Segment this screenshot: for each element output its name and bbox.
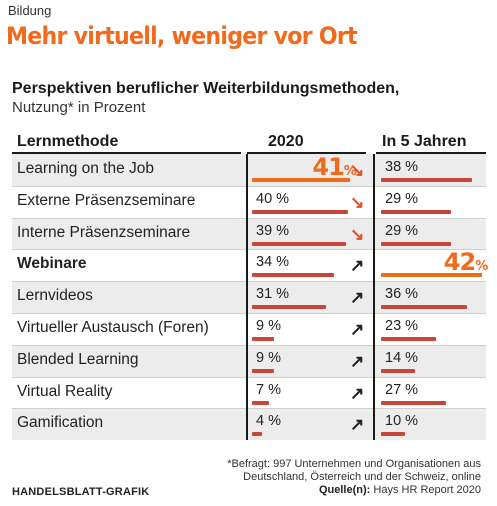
trend-up-icon: ↗ <box>350 351 365 371</box>
value-5-years: 10 % <box>385 413 419 430</box>
highlight-number: 41 <box>312 153 344 181</box>
trend-up-icon: ↗ <box>350 256 365 276</box>
value-5-years: 36 % <box>385 286 419 303</box>
method-label: Virtueller Austausch (Foren) <box>17 319 209 336</box>
column-header-5-years: In 5 Jahren <box>382 133 467 150</box>
value-2020: 34 % <box>256 254 290 271</box>
trend-up-icon: ↗ <box>350 383 365 403</box>
column-divider-1 <box>246 154 248 440</box>
bar-5-years <box>381 368 415 373</box>
header-rule-2 <box>247 152 366 154</box>
bar-5-years <box>381 209 451 214</box>
row-divider <box>12 185 486 187</box>
method-label: Gamification <box>17 414 104 432</box>
bar-5-years <box>381 241 451 246</box>
bar-2020 <box>252 432 262 437</box>
method-label: Virtual Reality <box>17 382 113 400</box>
bar-2020 <box>252 337 274 341</box>
value-2020: 4 % <box>256 413 281 430</box>
trend-up-icon: ↗ <box>350 288 365 308</box>
highlight-value-5-years: 42% <box>444 248 488 276</box>
highlight-value-2020: 41% <box>312 153 356 181</box>
value-5-years: 23 % <box>385 318 419 334</box>
bar-5-years <box>381 178 473 182</box>
method-label: Learning on the Job <box>17 160 155 177</box>
header-rule-3 <box>376 152 486 154</box>
column-divider-2 <box>373 154 375 440</box>
bar-5-years <box>381 337 437 341</box>
footnote: *Befragt: 997 Unternehmen und Organisati… <box>227 458 481 497</box>
value-5-years: 38 % <box>385 159 419 175</box>
source-text: Hays HR Report 2020 <box>370 484 481 496</box>
method-label: Lernvideos <box>17 287 93 305</box>
bar-2020 <box>252 305 327 310</box>
value-5-years: 14 % <box>385 349 419 366</box>
row-divider <box>12 313 486 314</box>
table-row <box>12 408 486 441</box>
value-2020: 39 % <box>256 222 290 239</box>
highlight-number: 42 <box>443 248 476 277</box>
row-divider <box>12 217 486 219</box>
row-divider <box>12 408 486 410</box>
value-5-years: 27 % <box>385 381 419 398</box>
bar-2020 <box>252 241 346 246</box>
bar-2020 <box>252 400 269 405</box>
row-divider <box>12 344 486 346</box>
bar-2020 <box>252 209 348 214</box>
chart-subtitle: Perspektiven beruflicher Weiterbildungsm… <box>12 80 400 97</box>
method-label: Externe Präsenzseminare <box>17 191 196 209</box>
trend-down-icon: ↘ <box>350 224 365 244</box>
row-divider <box>12 281 486 283</box>
value-5-years: 29 % <box>385 222 419 239</box>
row-divider <box>12 249 486 251</box>
column-header-2020: 2020 <box>268 133 304 150</box>
bar-2020 <box>252 368 274 373</box>
chart-unit-note: Nutzung* in Prozent <box>12 99 146 116</box>
trend-up-icon: ↗ <box>350 320 365 339</box>
footnote-line-1: *Befragt: 997 Unternehmen und Organisati… <box>227 458 481 470</box>
highlight-percent: % <box>475 259 489 275</box>
bar-5-years <box>381 305 468 310</box>
bar-2020 <box>252 178 351 182</box>
brand-credit: HANDELSBLATT-GRAFIK <box>12 486 150 498</box>
footnote-line-2: Deutschland, Österreich und der Schweiz,… <box>243 471 481 483</box>
bar-5-years <box>381 400 446 405</box>
method-label: Blended Learning <box>17 350 139 368</box>
value-5-years: 29 % <box>385 190 419 207</box>
header-rule-1 <box>12 152 241 154</box>
bar-2020 <box>252 273 334 278</box>
row-divider <box>12 376 486 378</box>
bar-5-years <box>381 273 482 278</box>
highlight-percent: % <box>343 164 357 179</box>
trend-down-icon: ↘ <box>350 161 365 180</box>
column-header-method: Lernmethode <box>17 133 119 150</box>
value-2020: 9 % <box>256 349 281 366</box>
method-label: Webinare <box>17 255 87 273</box>
value-2020: 31 % <box>256 286 290 303</box>
trend-down-icon: ↘ <box>350 192 365 212</box>
source-label: Quelle(n): <box>318 484 371 496</box>
kicker: Bildung <box>8 3 52 18</box>
headline: Mehr virtuell, weniger vor Ort <box>6 22 358 50</box>
bar-5-years <box>381 432 405 437</box>
value-2020: 9 % <box>256 318 281 334</box>
source-line: Quelle(n): Hays HR Report 2020 <box>227 484 481 497</box>
trend-up-icon: ↗ <box>350 415 365 435</box>
method-label: Interne Präsenzseminare <box>17 223 191 241</box>
value-2020: 7 % <box>256 381 281 398</box>
value-2020: 40 % <box>256 190 290 207</box>
